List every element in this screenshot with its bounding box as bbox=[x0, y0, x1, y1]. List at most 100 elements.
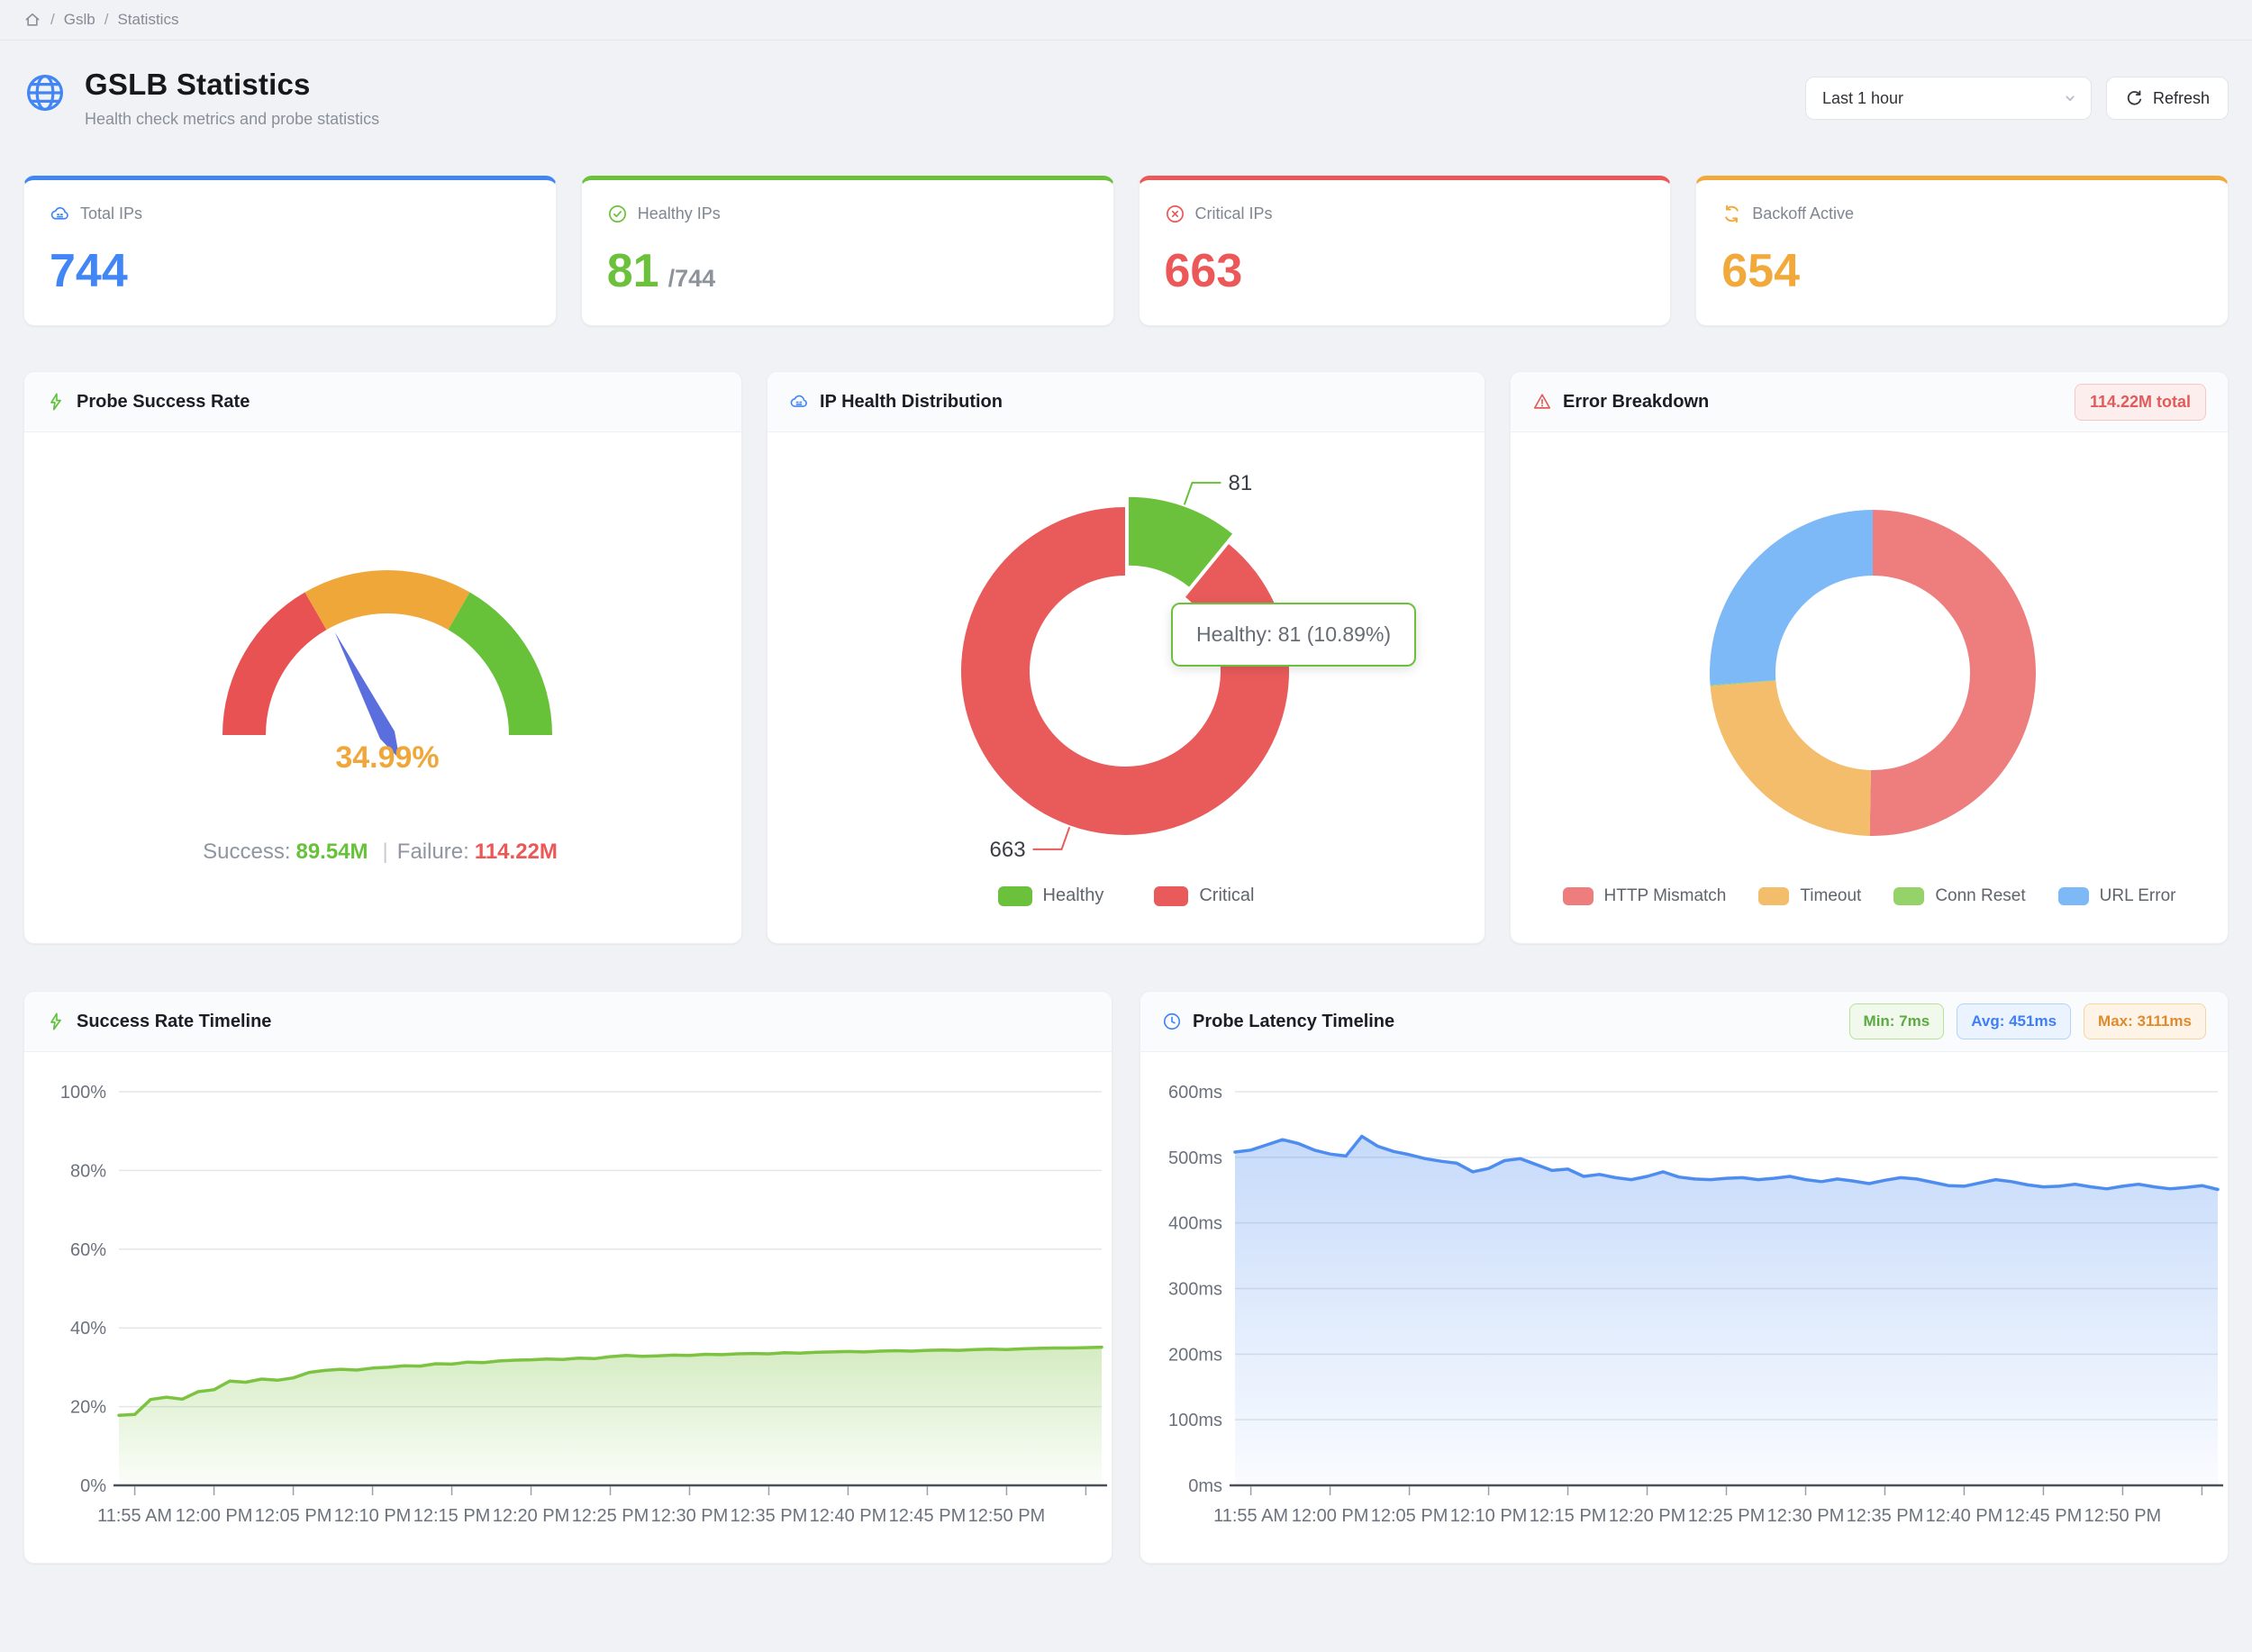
y-axis-label: 600ms bbox=[1168, 1083, 1222, 1103]
chevron-down-icon bbox=[2060, 88, 2080, 108]
x-axis-label: 12:50 PM bbox=[968, 1506, 1046, 1526]
legend-item-url-error[interactable]: URL Error bbox=[2057, 886, 2176, 906]
gauge-segment bbox=[304, 570, 470, 631]
failure-label: Failure: bbox=[396, 840, 469, 864]
callout-line bbox=[1183, 481, 1221, 505]
y-axis-label: 300ms bbox=[1168, 1280, 1222, 1300]
legend-label: HTTP Mismatch bbox=[1603, 886, 1727, 905]
x-axis-label: 11:55 AM bbox=[97, 1506, 172, 1526]
callout-label: 663 bbox=[990, 838, 1026, 862]
y-axis-label: 80% bbox=[70, 1161, 106, 1181]
donut-slice bbox=[961, 507, 1289, 835]
x-axis-label: 12:20 PM bbox=[493, 1506, 570, 1526]
stat-label: Total IPs bbox=[80, 204, 143, 222]
check-circle-icon bbox=[607, 204, 628, 224]
breadcrumb-separator: / bbox=[50, 11, 55, 28]
y-axis-label: 0% bbox=[80, 1476, 106, 1496]
home-icon[interactable] bbox=[23, 11, 41, 29]
warning-triangle-icon bbox=[1532, 392, 1552, 412]
latency-badges: Min: 7ms Avg: 451ms Max: 3111ms bbox=[1848, 1003, 2206, 1039]
card-title: Success Rate Timeline bbox=[77, 1011, 272, 1031]
callout-line bbox=[1032, 827, 1071, 850]
stat-label: Backoff Active bbox=[1752, 204, 1854, 222]
gauge-segment bbox=[448, 592, 552, 735]
callout-label: 81 bbox=[1228, 471, 1252, 495]
gauge-footer: Success: 89.54M | Failure: 114.22M bbox=[24, 840, 741, 865]
x-axis-label: 12:40 PM bbox=[1926, 1506, 2003, 1526]
ip-health-distribution-card: IP Health Distribution 81 663 Healthy: 81… bbox=[767, 371, 1485, 944]
y-axis-label: 0ms bbox=[1188, 1476, 1222, 1496]
legend-item-healthy[interactable]: Healthy bbox=[997, 885, 1103, 906]
page-subtitle: Health check metrics and probe statistic… bbox=[85, 110, 380, 128]
series-line bbox=[117, 1345, 1103, 1417]
legend-item-critical[interactable]: Critical bbox=[1154, 885, 1254, 906]
error-breakdown-donut-chart[interactable] bbox=[1511, 432, 2228, 944]
legend-item-timeout[interactable]: Timeout bbox=[1758, 886, 1861, 906]
breadcrumb-item-statistics: Statistics bbox=[117, 11, 179, 28]
refresh-label: Refresh bbox=[2152, 88, 2210, 107]
ip-health-donut-chart[interactable]: 81 663 bbox=[767, 432, 1485, 944]
page-title: GSLB Statistics bbox=[85, 68, 311, 101]
x-axis-label: 12:40 PM bbox=[810, 1506, 887, 1526]
avg-latency-badge: Avg: 451ms bbox=[1957, 1003, 2072, 1039]
legend-chip bbox=[1562, 887, 1594, 905]
success-rate-area-chart[interactable]: 0% 20% 40% 60% 80% 100% 11:55 AM 12:00 PM 12:05 … bbox=[24, 1065, 1112, 1556]
gauge-chart[interactable]: 34.99% bbox=[24, 432, 741, 944]
y-axis-label: 400ms bbox=[1168, 1214, 1222, 1234]
globe-icon bbox=[23, 71, 67, 114]
ip-health-legend: Healthy Critical bbox=[767, 885, 1485, 906]
refresh-button[interactable]: Refresh bbox=[2105, 77, 2229, 120]
breadcrumb-separator: / bbox=[104, 11, 109, 28]
success-rate-timeline-card: Success Rate Timeline 0% 20% 40% 60% 80% 100%… bbox=[23, 991, 1112, 1564]
legend-chip bbox=[2057, 887, 2089, 905]
breadcrumb: / Gslb / Statistics bbox=[0, 0, 2252, 41]
probe-success-rate-card: Probe Success Rate 34.99% Success: 89.54M… bbox=[23, 371, 742, 944]
card-title: Probe Success Rate bbox=[77, 391, 250, 412]
lightning-icon bbox=[46, 1012, 66, 1031]
stat-card-backoff-active: Backoff Active 654 bbox=[1695, 176, 2229, 326]
charts-row-bottom: Success Rate Timeline 0% 20% 40% 60% 80% 100%… bbox=[23, 991, 2229, 1564]
x-axis-label: 12:45 PM bbox=[2005, 1506, 2083, 1526]
x-axis-label: 12:20 PM bbox=[1609, 1506, 1686, 1526]
x-axis-label: 11:55 AM bbox=[1213, 1506, 1288, 1526]
legend-label: Timeout bbox=[1800, 886, 1862, 905]
success-label: Success: bbox=[203, 840, 291, 864]
success-value: 89.54M bbox=[295, 840, 368, 864]
x-axis-label: 12:00 PM bbox=[1292, 1506, 1369, 1526]
latency-area-chart[interactable]: 0ms 100ms 200ms 300ms 400ms 500ms 600ms 11:55 A… bbox=[1140, 1065, 2229, 1556]
max-latency-badge: Max: 3111ms bbox=[2084, 1003, 2206, 1039]
x-axis-label: 12:00 PM bbox=[176, 1506, 253, 1526]
stat-value: 744 bbox=[50, 245, 128, 297]
donut-slice bbox=[1129, 496, 1233, 587]
x-axis-label: 12:25 PM bbox=[572, 1506, 649, 1526]
x-axis-label: 12:30 PM bbox=[651, 1506, 729, 1526]
time-range-select[interactable]: Last 1 hour bbox=[1804, 77, 2092, 120]
breadcrumb-item-gslb[interactable]: Gslb bbox=[63, 11, 95, 28]
error-total-badge: 114.22M total bbox=[2074, 383, 2206, 421]
legend-item-http-mismatch[interactable]: HTTP Mismatch bbox=[1562, 886, 1727, 906]
x-axis-label: 12:10 PM bbox=[1450, 1506, 1528, 1526]
stat-cards-row: Total IPs 744 Healthy IPs 81 /744 bbox=[23, 176, 2229, 326]
probe-latency-timeline-card: Probe Latency Timeline Min: 7ms Avg: 451… bbox=[1140, 991, 2229, 1564]
legend-label: URL Error bbox=[2099, 886, 2176, 905]
clock-icon bbox=[1162, 1012, 1182, 1031]
refresh-circle-icon bbox=[1721, 204, 1742, 224]
area-fill bbox=[1235, 1136, 2218, 1485]
x-axis-label: 12:05 PM bbox=[255, 1506, 332, 1526]
donut-slice bbox=[1869, 510, 2036, 836]
gauge-value: 34.99% bbox=[335, 740, 439, 775]
x-axis-label: 12:10 PM bbox=[334, 1506, 412, 1526]
legend-item-conn-reset[interactable]: Conn Reset bbox=[1893, 886, 2026, 906]
failure-value: 114.22M bbox=[474, 840, 558, 864]
y-axis-label: 100% bbox=[60, 1083, 106, 1103]
x-axis-label: 12:45 PM bbox=[889, 1506, 967, 1526]
stat-card-total-ips: Total IPs 744 bbox=[23, 176, 557, 326]
stat-card-healthy-ips: Healthy IPs 81 /744 bbox=[580, 176, 1114, 326]
donut-slice bbox=[1710, 510, 1873, 685]
card-title: Error Breakdown bbox=[1563, 391, 1710, 412]
error-breakdown-legend: HTTP Mismatch Timeout Conn Reset URL Err… bbox=[1511, 886, 2228, 906]
stat-value: 81 bbox=[606, 245, 659, 297]
y-axis-label: 60% bbox=[70, 1240, 106, 1260]
min-latency-badge: Min: 7ms bbox=[1848, 1003, 1945, 1039]
error-breakdown-card: Error Breakdown 114.22M total HTTP Misma… bbox=[1510, 371, 2229, 944]
